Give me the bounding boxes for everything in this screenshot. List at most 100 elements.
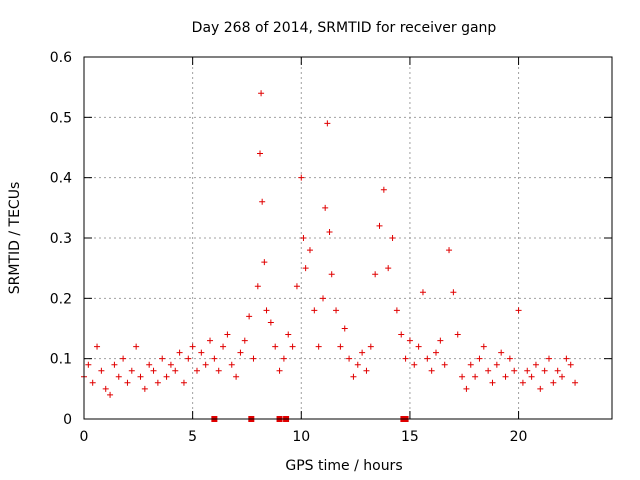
data-point bbox=[124, 379, 131, 386]
plot-frame bbox=[83, 56, 613, 420]
data-point bbox=[189, 343, 196, 350]
data-point bbox=[306, 247, 313, 254]
data-point bbox=[150, 367, 157, 374]
data-point bbox=[241, 337, 248, 344]
data-point bbox=[559, 373, 566, 380]
data-point bbox=[267, 319, 274, 326]
data-point bbox=[519, 379, 526, 386]
data-point bbox=[385, 265, 392, 272]
data-point bbox=[506, 355, 513, 362]
data-point bbox=[545, 355, 552, 362]
data-point bbox=[250, 355, 257, 362]
data-point bbox=[285, 331, 292, 338]
data-point bbox=[328, 271, 335, 278]
data-point bbox=[498, 349, 505, 356]
grid-lines bbox=[84, 57, 612, 419]
data-point bbox=[550, 379, 557, 386]
data-point bbox=[367, 343, 374, 350]
data-point bbox=[254, 283, 261, 290]
data-point bbox=[289, 343, 296, 350]
data-point bbox=[480, 343, 487, 350]
data-point bbox=[224, 331, 231, 338]
data-point bbox=[298, 174, 305, 181]
data-point bbox=[141, 385, 148, 392]
data-point bbox=[102, 385, 109, 392]
data-point bbox=[350, 373, 357, 380]
x-axis-label: GPS time / hours bbox=[285, 458, 402, 474]
data-point bbox=[311, 307, 318, 314]
y-tick-label: 0 bbox=[63, 412, 72, 428]
y-tick-label: 0.6 bbox=[50, 50, 72, 66]
data-point bbox=[215, 367, 222, 374]
y-tick-label: 0.2 bbox=[50, 291, 72, 307]
data-point bbox=[476, 355, 483, 362]
data-point bbox=[333, 307, 340, 314]
data-point bbox=[354, 361, 361, 368]
data-point bbox=[493, 361, 500, 368]
data-point bbox=[337, 343, 344, 350]
data-point bbox=[237, 349, 244, 356]
data-point bbox=[398, 331, 405, 338]
data-point bbox=[502, 373, 509, 380]
data-point bbox=[302, 265, 309, 272]
data-point bbox=[376, 222, 383, 229]
x-tick-label: 20 bbox=[510, 429, 528, 445]
data-point bbox=[315, 343, 322, 350]
data-point bbox=[541, 367, 548, 374]
y-tick-label: 0.4 bbox=[50, 171, 72, 187]
data-point bbox=[485, 367, 492, 374]
data-point bbox=[159, 355, 166, 362]
data-point bbox=[246, 313, 253, 320]
data-point bbox=[428, 367, 435, 374]
data-point bbox=[324, 120, 331, 127]
data-point bbox=[489, 379, 496, 386]
x-tick-label: 0 bbox=[80, 429, 89, 445]
data-point bbox=[133, 343, 140, 350]
data-point bbox=[326, 228, 333, 235]
data-point bbox=[554, 367, 561, 374]
y-tick-label: 0.1 bbox=[50, 352, 72, 368]
data-point bbox=[437, 337, 444, 344]
data-point bbox=[257, 150, 263, 157]
data-point bbox=[467, 361, 474, 368]
data-point bbox=[346, 355, 353, 362]
data-point bbox=[94, 343, 101, 350]
data-point bbox=[446, 247, 453, 254]
data-point bbox=[572, 379, 579, 386]
data-point bbox=[259, 198, 266, 205]
data-point bbox=[154, 379, 161, 386]
x-tick-label: 10 bbox=[292, 429, 310, 445]
data-point bbox=[107, 391, 114, 398]
data-point bbox=[276, 367, 283, 374]
data-point bbox=[320, 295, 327, 302]
data-point bbox=[261, 259, 268, 266]
data-point bbox=[532, 361, 539, 368]
data-point bbox=[528, 373, 535, 380]
data-point bbox=[402, 355, 409, 362]
data-point bbox=[115, 373, 122, 380]
data-point bbox=[85, 361, 92, 368]
data-point bbox=[380, 186, 387, 193]
data-point bbox=[341, 325, 348, 332]
data-point bbox=[563, 355, 570, 362]
data-point bbox=[233, 373, 240, 380]
data-point bbox=[372, 271, 379, 278]
x-tick-label: 5 bbox=[188, 429, 197, 445]
y-tick-label: 0.5 bbox=[50, 110, 72, 126]
data-point bbox=[176, 349, 183, 356]
y-tick-label: 0.3 bbox=[50, 231, 72, 247]
data-point bbox=[211, 355, 218, 362]
data-point bbox=[146, 361, 153, 368]
data-point bbox=[415, 343, 422, 350]
data-point bbox=[167, 361, 174, 368]
data-point bbox=[193, 367, 200, 374]
data-point bbox=[120, 355, 127, 362]
data-point bbox=[393, 307, 400, 314]
data-point bbox=[389, 235, 396, 241]
data-point bbox=[202, 361, 209, 368]
y-axis-label: SRMTID / TECUs bbox=[7, 182, 23, 295]
axis-ticks: 0 0.1 0.2 0.3 0.4 0.5 0.6 0 5 10 15 20 bbox=[50, 50, 612, 445]
data-point bbox=[98, 367, 105, 374]
data-point bbox=[228, 361, 235, 368]
